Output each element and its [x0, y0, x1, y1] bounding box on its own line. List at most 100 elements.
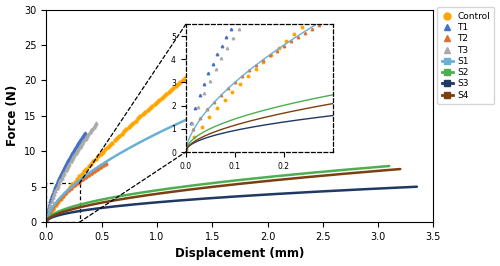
T2	[77, 179, 83, 182]
T2	[83, 174, 89, 178]
T1	[50, 191, 56, 194]
T1	[82, 131, 88, 134]
T1	[77, 139, 83, 142]
Line: T3: T3	[45, 122, 98, 222]
T2	[51, 203, 57, 206]
T2	[70, 185, 75, 188]
Legend: Control, T1, T2, T3, S1, S2, S3, S4: Control, T1, T2, T3, S1, S2, S3, S4	[438, 7, 494, 104]
Bar	[46, 183, 80, 222]
T1	[62, 166, 68, 169]
T1	[52, 186, 59, 189]
T2	[100, 164, 106, 167]
T2	[94, 167, 100, 171]
T3	[86, 132, 91, 135]
S4	[254, 180, 260, 184]
Control	[154, 100, 160, 103]
T1	[56, 177, 62, 180]
S2	[208, 182, 214, 185]
S2	[229, 179, 235, 182]
T2	[72, 182, 78, 186]
S3	[405, 185, 411, 189]
S4	[235, 182, 241, 186]
T2	[74, 181, 80, 184]
Control	[44, 220, 50, 223]
T1	[81, 132, 87, 136]
T1	[60, 168, 66, 172]
T3	[80, 140, 86, 143]
T1	[71, 148, 77, 152]
T3	[52, 190, 59, 193]
Control	[208, 55, 214, 58]
T1	[74, 143, 80, 147]
S2	[324, 170, 330, 173]
Control	[156, 98, 162, 101]
T1	[62, 164, 68, 168]
Line: T2: T2	[45, 162, 108, 222]
S2	[378, 165, 384, 168]
S2	[206, 182, 212, 185]
T3	[84, 134, 90, 137]
T2	[96, 167, 102, 170]
S3	[222, 196, 228, 199]
Control	[126, 125, 132, 128]
T3	[44, 212, 51, 215]
T2	[76, 180, 82, 183]
T3	[93, 122, 99, 125]
T2	[84, 173, 90, 177]
T1	[48, 197, 54, 200]
S1	[144, 137, 150, 140]
T2	[88, 171, 94, 174]
T1	[54, 183, 60, 186]
T1	[50, 194, 56, 197]
S4	[334, 173, 340, 176]
T3	[70, 156, 76, 159]
X-axis label: Displacement (mm): Displacement (mm)	[175, 247, 304, 260]
T2	[48, 208, 54, 211]
S3	[414, 185, 420, 188]
T3	[83, 136, 89, 139]
S4	[389, 168, 395, 171]
T3	[90, 125, 96, 128]
T2	[90, 170, 96, 173]
Y-axis label: Force (N): Force (N)	[6, 85, 18, 147]
S1	[229, 102, 235, 105]
T3	[64, 167, 70, 170]
T2	[102, 163, 107, 166]
T2	[98, 165, 104, 168]
T1	[46, 203, 52, 206]
T3	[86, 131, 92, 134]
T3	[78, 144, 84, 147]
Control	[170, 86, 176, 89]
T1	[48, 200, 54, 203]
T1	[79, 136, 85, 139]
T3	[66, 162, 72, 165]
T1	[58, 174, 64, 178]
T3	[88, 129, 94, 132]
T2	[97, 165, 103, 169]
Line: S2: S2	[46, 166, 389, 221]
T1	[56, 179, 62, 182]
T2	[57, 196, 63, 199]
T3	[62, 171, 68, 174]
T2	[66, 187, 72, 190]
T2	[54, 200, 60, 203]
S4	[44, 220, 50, 223]
T3	[50, 196, 56, 199]
T1	[60, 170, 66, 173]
T3	[82, 138, 87, 141]
T3	[76, 147, 82, 151]
T2	[56, 198, 62, 201]
S1	[133, 143, 139, 146]
Line: S3: S3	[46, 187, 417, 222]
S1	[196, 113, 202, 116]
S3	[44, 220, 50, 223]
T1	[63, 163, 69, 166]
Control	[229, 38, 235, 41]
S4	[212, 185, 218, 188]
T3	[69, 158, 75, 161]
T2	[82, 176, 87, 179]
T2	[62, 192, 68, 195]
T3	[60, 174, 66, 177]
S4	[398, 167, 404, 171]
T2	[64, 190, 70, 193]
